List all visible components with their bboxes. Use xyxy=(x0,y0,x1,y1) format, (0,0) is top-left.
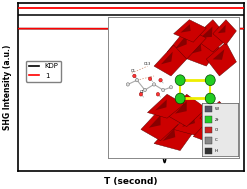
Y-axis label: SHG Intensity (a.u.): SHG Intensity (a.u.) xyxy=(3,45,12,130)
Legend: KDP, 1: KDP, 1 xyxy=(26,60,62,82)
X-axis label: T (second): T (second) xyxy=(104,177,158,186)
